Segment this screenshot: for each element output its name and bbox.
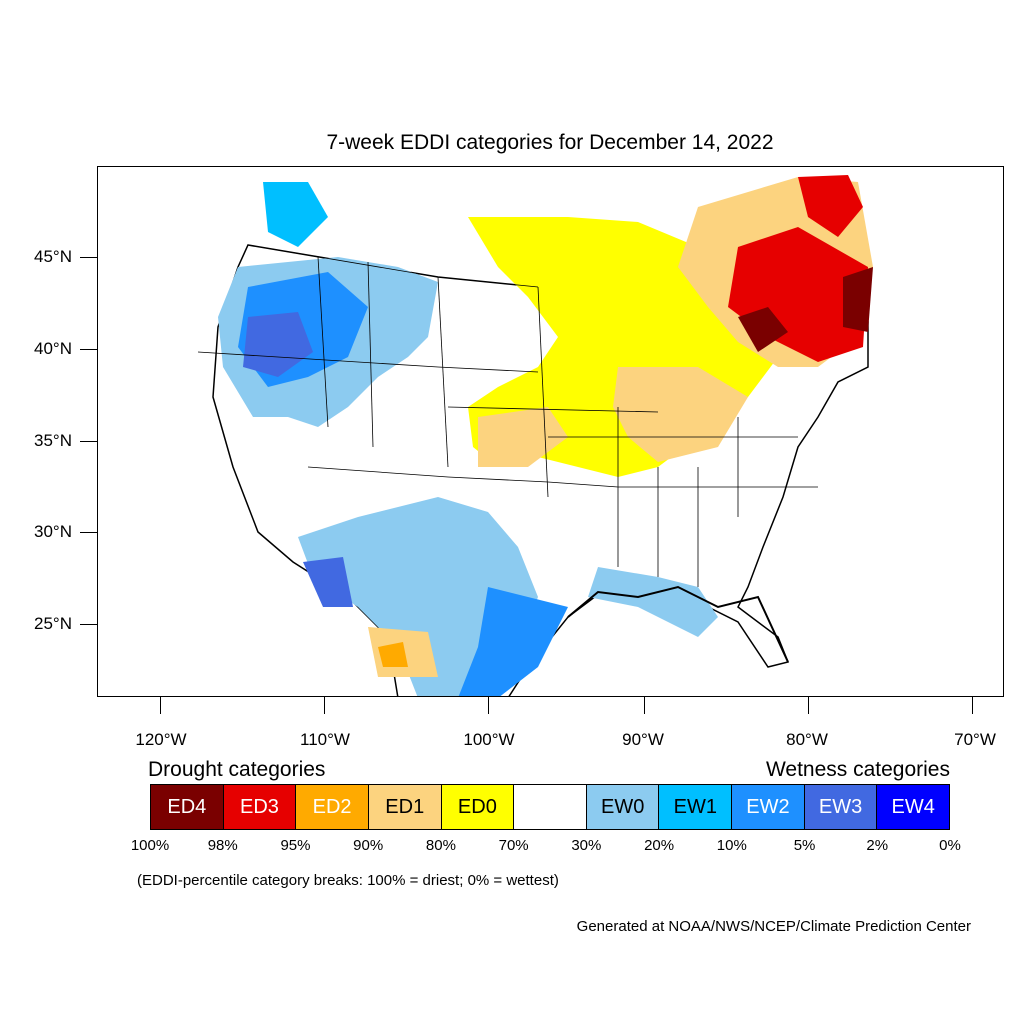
- legend-swatch-ew2: EW2: [732, 785, 805, 829]
- legend-swatch-ew4: EW4: [877, 785, 950, 829]
- wet-region-gulf: [588, 567, 718, 637]
- legend-swatch-ed2: ED2: [296, 785, 369, 829]
- lon-label-80: 80°W: [786, 730, 828, 749]
- lat-label-45: 45°N: [34, 247, 72, 266]
- wet-region-west-deep: [243, 312, 313, 377]
- lat-tick-30: [80, 532, 97, 533]
- legend-colorbar: ED4 ED3 ED2 ED1 ED0 EW0 EW1 EW2 EW3 EW4: [150, 784, 950, 830]
- map-frame: [97, 166, 1004, 697]
- lat-tick-25: [80, 624, 97, 625]
- lat-tick-45: [80, 257, 97, 258]
- legend-drought-heading: Drought categories: [148, 758, 326, 781]
- legend-swatch-ed3: ED3: [223, 785, 297, 829]
- wet-region-nw: [263, 182, 328, 247]
- legend-break-label: 20%: [644, 837, 675, 854]
- legend-break-label: 70%: [498, 837, 529, 854]
- legend-note: (EDDI-percentile category breaks: 100% =…: [137, 872, 559, 889]
- coastline-gulf: [567, 585, 789, 663]
- wet-region-texas-coast: [458, 587, 568, 696]
- legend-swatch-ew0: EW0: [586, 785, 660, 829]
- lat-label-25: 25°N: [34, 614, 72, 633]
- lon-tick-110: [324, 697, 325, 714]
- legend-swatch-neutral: [514, 785, 587, 829]
- legend-break-label: 100%: [130, 837, 170, 854]
- lat-label-35: 35°N: [34, 431, 72, 450]
- dry-region-ontario: [798, 175, 863, 237]
- lat-tick-40: [80, 349, 97, 350]
- lon-label-100: 100°W: [463, 730, 515, 749]
- map-title: 7-week EDDI categories for December 14, …: [326, 131, 774, 154]
- state-borders: [197, 244, 818, 587]
- dry-region-newengland: [843, 267, 873, 332]
- lat-label-40: 40°N: [34, 339, 72, 358]
- dry-region-core: [738, 307, 788, 352]
- legend-break-label: 30%: [571, 837, 602, 854]
- lat-tick-35: [80, 441, 97, 442]
- legend-break-label: 90%: [353, 837, 384, 854]
- lon-tick-90: [644, 697, 645, 714]
- wet-region-southwest: [298, 497, 538, 696]
- legend-break-label: 0%: [939, 837, 961, 854]
- legend-swatch-ew1: EW1: [659, 785, 733, 829]
- legend-swatch-ed1: ED1: [368, 785, 442, 829]
- lon-tick-70: [972, 697, 973, 714]
- lon-tick-100: [488, 697, 489, 714]
- legend-swatch-ed0: ED0: [441, 785, 515, 829]
- legend-swatch-ew3: EW3: [804, 785, 878, 829]
- legend-swatch-ed4: ED4: [151, 785, 224, 829]
- dry-region-mexico-core: [378, 642, 408, 667]
- lon-label-90: 90°W: [622, 730, 664, 749]
- lon-label-110: 110°W: [300, 730, 350, 749]
- lon-tick-80: [808, 697, 809, 714]
- legend-break-label: 95%: [280, 837, 311, 854]
- lon-tick-120: [160, 697, 161, 714]
- legend-break-label: 10%: [716, 837, 747, 854]
- legend-break-label: 5%: [793, 837, 816, 854]
- credit-text: Generated at NOAA/NWS/NCEP/Climate Predi…: [576, 918, 971, 935]
- legend-break-label: 80%: [425, 837, 456, 854]
- lon-label-70: 70°W: [954, 730, 996, 749]
- lon-label-120: 120°W: [135, 730, 187, 749]
- lat-label-30: 30°N: [34, 522, 72, 541]
- wet-region-baja: [303, 557, 353, 607]
- dry-region-ohio-valley: [613, 367, 748, 462]
- legend-break-label: 2%: [866, 837, 889, 854]
- legend-break-label: 98%: [207, 837, 238, 854]
- legend-wetness-heading: Wetness categories: [765, 758, 950, 781]
- map-canvas: [197, 175, 873, 696]
